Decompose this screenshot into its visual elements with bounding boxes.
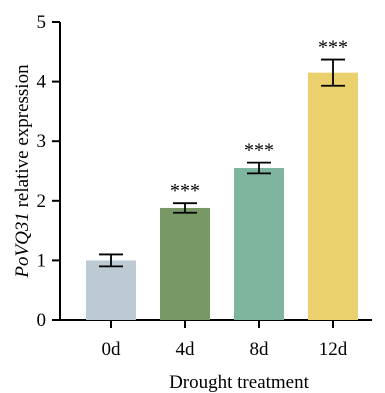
y-axis: 0 1 2 3 4 5 [37,12,61,331]
y-tick-label: 1 [37,250,47,271]
bar [86,260,136,320]
x-tick-label: 0d [102,339,122,360]
significance-label: *** [318,37,348,59]
y-tick-label: 4 [37,72,47,93]
bar [234,168,284,320]
y-tick-label: 3 [37,131,47,152]
bars [86,58,358,320]
y-tick-label: 0 [37,310,47,331]
x-tick-label: 4d [176,339,196,360]
x-tick-label: 12d [319,339,348,360]
bar [160,207,210,320]
x-tick-label: 8d [250,339,270,360]
y-tick-label: 5 [37,12,47,33]
y-tick-label: 2 [37,191,47,212]
y-axis-label-gene: PoVQ31 [12,212,33,278]
x-axis: 0d 4d 8d 12d [59,319,372,360]
bar [308,72,358,320]
x-axis-label: Drought treatment [169,372,310,393]
significance-label: *** [244,140,274,162]
significance-label: *** [170,180,200,202]
labels: *** *** *** [170,37,348,203]
y-axis-label-text: relative expression [12,64,33,212]
y-axis-label: PoVQ31 relative expression [12,64,33,279]
